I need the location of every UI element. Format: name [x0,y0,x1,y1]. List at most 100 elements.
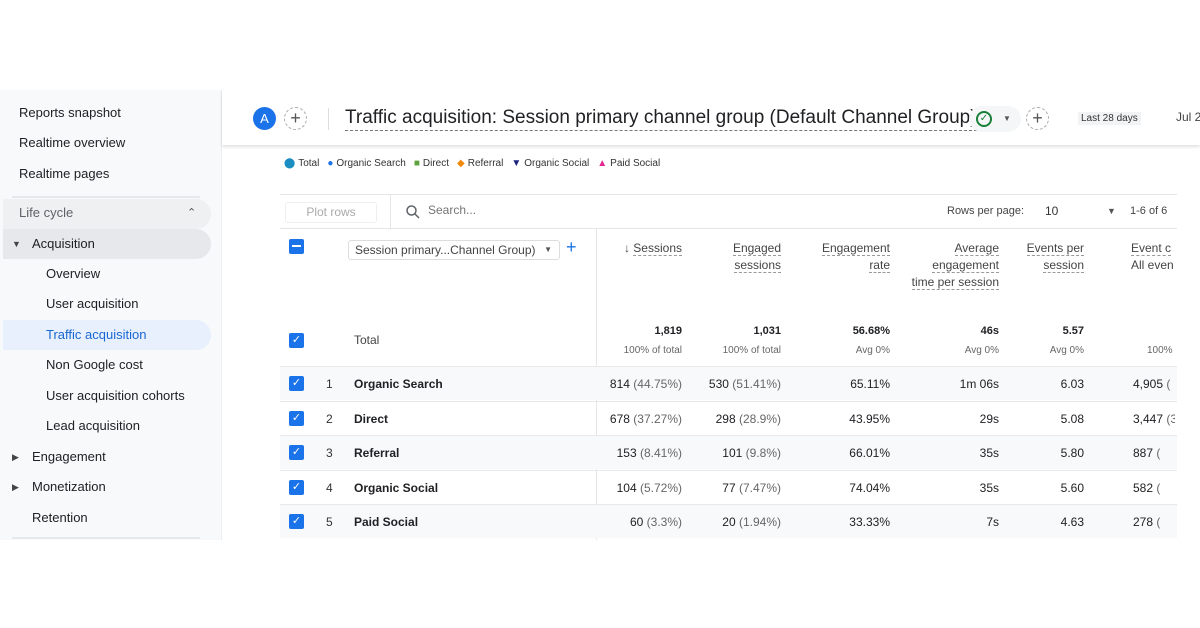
divider [328,108,329,130]
comparison-avatar[interactable]: A [253,107,276,130]
sidebar-item-acquisition[interactable] [3,229,211,259]
column-header[interactable]: Engaged sessions [701,240,781,274]
cell: 20 (1.94%) [661,515,781,529]
total-subtext: Avg 0% [964,345,999,356]
cell: 7s [879,515,999,529]
total-value: 46s [980,325,999,337]
sidebar-item-retention[interactable]: Retention [32,510,88,525]
column-header-label: Average engagement time per session [911,241,999,290]
total-value: 1,819 [654,325,682,337]
cell: 814 (44.75%) [562,377,682,391]
cell-value: 6.03 [1060,377,1084,391]
cell-percent: (7.47%) [738,480,781,495]
dimension-select[interactable]: Session primary...Channel Group) ▼ [348,240,560,260]
cell: 1m 06s [879,377,999,391]
column-header[interactable]: Event c All even [1131,240,1175,274]
cell-value: 65.11% [850,377,890,391]
sidebar: Reports snapshot Realtime overview Realt… [0,90,222,540]
select-all-checkbox[interactable] [289,239,304,254]
sidebar-item-realtime-overview[interactable]: Realtime overview [19,135,126,150]
divider [390,195,391,230]
dimension-label: Session primary...Channel Group) [355,243,536,257]
sidebar-item-traffic-acquisition-label: Traffic acquisition [46,327,147,342]
page-title[interactable]: Traffic acquisition: Session primary cha… [345,106,977,131]
cell-value: 278 [1133,515,1154,529]
chevron-up-icon[interactable]: ⌃ [187,207,197,219]
date-range-label[interactable]: Last 28 days [1078,112,1141,125]
column-header[interactable]: Events per session [1004,240,1084,274]
column-header-label: Events per session [1026,241,1084,273]
caret-down-icon: ▼ [1003,114,1011,123]
add-dimension-button[interactable]: + [566,237,577,257]
sidebar-item-overview[interactable]: Overview [46,266,101,281]
cell: 74.04% [770,481,890,495]
table-row[interactable]: ✓ 5 Paid Social 60 (3.3%) 20 (1.94%) 33.33%… [280,504,1177,538]
row-number: 4 [326,480,333,495]
column-header[interactable]: Average engagement time per session [909,240,999,291]
sidebar-item-traffic-acquisition[interactable] [3,320,211,350]
legend-item[interactable]: ⬤ Total [284,158,319,169]
rows-per-page-label: Rows per page: [947,205,1025,217]
row-checkbox[interactable]: ✓ [289,376,304,391]
column-header[interactable]: Engagement rate [810,240,890,274]
row-label[interactable]: Paid Social [354,515,419,529]
row-label[interactable]: Organic Social [354,480,439,495]
sidebar-item-lead-acquisition[interactable]: Lead acquisition [46,418,140,433]
sidebar-item-user-acquisition[interactable]: User acquisition [46,296,139,311]
sidebar-item-reports-snapshot[interactable]: Reports snapshot [19,105,121,120]
legend-circle-icon: ● [327,158,334,169]
legend-pin-icon: ⬤ [284,158,296,169]
sidebar-item-engagement[interactable]: ▶ Engagement [12,443,106,471]
cell-value: 29s [979,411,999,426]
legend-item[interactable]: ▲ Paid Social [597,158,660,169]
row-checkbox[interactable]: ✓ [289,479,304,495]
section-lifecycle[interactable] [3,199,211,229]
table-row[interactable]: ✓ 3 Referral 153 (8.41%) 101 (9.8%) 66.01% 3… [280,435,1177,469]
add-button[interactable]: + [1026,107,1049,130]
row-label[interactable]: Organic Search [354,377,443,391]
row-number: 2 [326,411,333,426]
plot-rows-button[interactable]: Plot rows [285,202,377,223]
legend-label: Direct [422,158,450,169]
add-comparison-button[interactable]: + [284,107,307,130]
table-row[interactable]: ✓ 4 Organic Social 104 (5.72%) 77 (7.47%) 7… [280,469,1177,504]
column-header[interactable]: ↓ Sessions [602,240,682,257]
cell-value: 4.63 [1060,515,1084,529]
cell: 530 (51.41%) [661,377,781,391]
legend-label: Paid Social [610,158,661,169]
search-input[interactable] [428,203,628,217]
caret-down-icon[interactable]: ▼ [1107,206,1116,216]
legend-label: Organic Search [336,158,406,169]
rows-per-page-select[interactable]: 10 [1045,204,1059,218]
sidebar-item-realtime-pages[interactable]: Realtime pages [19,166,110,181]
legend-item[interactable]: ● Organic Search [327,158,406,169]
analytics-app: Reports snapshot Realtime overview Realt… [0,90,1200,540]
row-label[interactable]: Referral [354,446,400,460]
report-status-button[interactable]: ✓ ▼ [969,106,1021,132]
row-checkbox[interactable]: ✓ [289,410,304,426]
total-checkbox[interactable]: ✓ [289,333,304,348]
pagination-status: 1-6 of 6 [1130,205,1168,217]
sidebar-item-user-acquisition-cohorts[interactable]: User acquisition cohorts [46,388,185,403]
cell: 60 (3.3%) [562,515,682,529]
cell: 5.60 [964,481,1084,495]
cell-percent: (28.9%) [738,411,781,426]
cell-value: 530 [708,377,729,391]
table-row[interactable]: ✓ 2 Direct 678 (37.27%) 298 (28.9%) 43.95% 2… [280,400,1177,435]
row-label[interactable]: Direct [354,411,389,426]
legend-triangle-up-icon: ▲ [597,158,608,169]
row-checkbox[interactable]: ✓ [289,514,304,529]
cell: 4.63 [964,515,1084,529]
total-subtext: 100% [1147,345,1173,356]
sidebar-item-monetization[interactable]: ▶ Monetization [12,473,106,501]
legend-item[interactable]: ▼ Organic Social [511,158,589,169]
row-checkbox[interactable]: ✓ [289,445,304,460]
caret-right-icon: ▶ [12,452,19,462]
legend-item[interactable]: ■ Direct [414,158,449,169]
sidebar-item-non-google-cost[interactable]: Non Google cost [46,357,143,372]
cell-value: 5.80 [1060,446,1084,460]
date-range[interactable]: Jul 29 - A [1176,110,1200,124]
cell: 5.80 [964,446,1084,460]
table-row[interactable]: ✓ 1 Organic Search 814 (44.75%) 530 (51.41… [280,366,1177,400]
legend-item[interactable]: ◆ Referral [457,158,503,169]
